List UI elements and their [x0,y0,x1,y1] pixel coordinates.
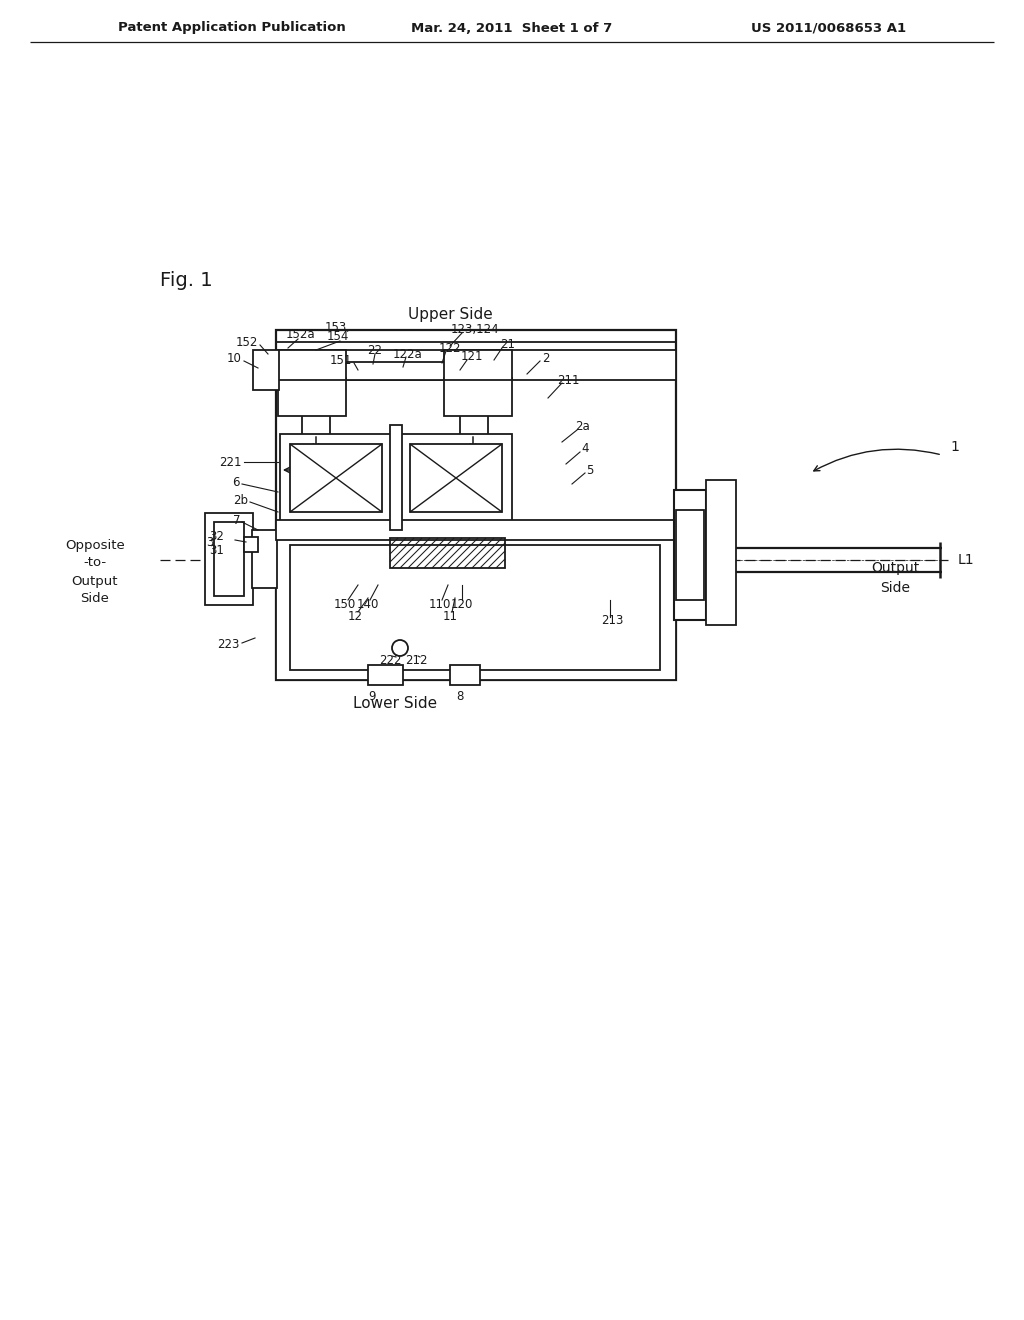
Text: 123,124: 123,124 [451,323,500,337]
Text: 4: 4 [582,442,589,455]
Text: L1: L1 [958,553,975,568]
Text: 32: 32 [209,531,224,544]
Text: 1: 1 [950,440,958,454]
Text: 120: 120 [451,598,473,610]
Text: 7: 7 [232,513,240,527]
Text: Mar. 24, 2011  Sheet 1 of 7: Mar. 24, 2011 Sheet 1 of 7 [412,21,612,34]
Text: 31: 31 [209,544,224,557]
Text: Output
Side: Output Side [870,561,920,595]
Bar [290,444,382,512]
Text: 150: 150 [334,598,356,610]
Text: 21: 21 [501,338,515,351]
Text: 151: 151 [330,354,352,367]
Bar [400,434,512,521]
Bar [276,330,676,680]
Bar [676,510,705,601]
Text: 2a: 2a [575,421,591,433]
Text: 222: 222 [379,653,401,667]
Bar [290,545,660,671]
Text: Upper Side: Upper Side [408,308,493,322]
Text: 8: 8 [457,689,464,702]
Text: 221: 221 [219,455,242,469]
Bar [450,665,480,685]
Text: 213: 213 [601,614,624,627]
Text: 140: 140 [356,598,379,610]
Bar [460,378,488,458]
Bar [244,537,258,552]
Text: 5: 5 [587,463,594,477]
Text: US 2011/0068653 A1: US 2011/0068653 A1 [751,21,906,34]
Text: 154: 154 [327,330,349,343]
Bar [253,350,279,389]
Text: Patent Application Publication: Patent Application Publication [118,21,346,34]
Text: Lower Side: Lower Side [353,696,437,710]
Bar [205,513,253,605]
Bar [276,535,676,680]
Text: 6: 6 [232,475,240,488]
Bar [278,378,346,416]
Text: 211: 211 [557,374,580,387]
Text: 12: 12 [347,610,362,623]
Text: 9: 9 [369,689,376,702]
Text: 121: 121 [461,351,483,363]
Text: 152a: 152a [286,329,314,342]
Text: 122: 122 [438,342,461,355]
Bar [706,480,736,624]
Bar [674,490,706,620]
Bar [444,378,512,416]
Bar [276,350,676,380]
Text: 153,: 153, [325,321,351,334]
Bar [280,434,392,521]
Bar [278,350,346,380]
Bar [390,539,505,568]
Text: 11: 11 [442,610,458,623]
Bar [302,378,330,458]
Text: 22: 22 [368,343,383,356]
Bar [214,521,244,597]
Text: Fig. 1: Fig. 1 [160,271,213,289]
Text: 2: 2 [543,351,550,364]
Text: 110: 110 [429,598,452,610]
Text: 212: 212 [404,653,427,667]
Bar [328,362,463,380]
Bar [444,350,512,380]
Bar [252,531,278,587]
Text: 152: 152 [236,335,258,348]
Bar [410,444,502,512]
Text: 10: 10 [227,351,242,364]
Circle shape [392,640,408,656]
Text: 223: 223 [218,639,240,652]
Text: 2b: 2b [233,494,248,507]
Bar [368,665,403,685]
Text: 3: 3 [207,536,214,549]
Text: 122a: 122a [393,347,423,360]
Bar [390,425,402,531]
Text: Opposite
-to-
Output
Side: Opposite -to- Output Side [66,539,125,606]
Bar [276,520,676,540]
